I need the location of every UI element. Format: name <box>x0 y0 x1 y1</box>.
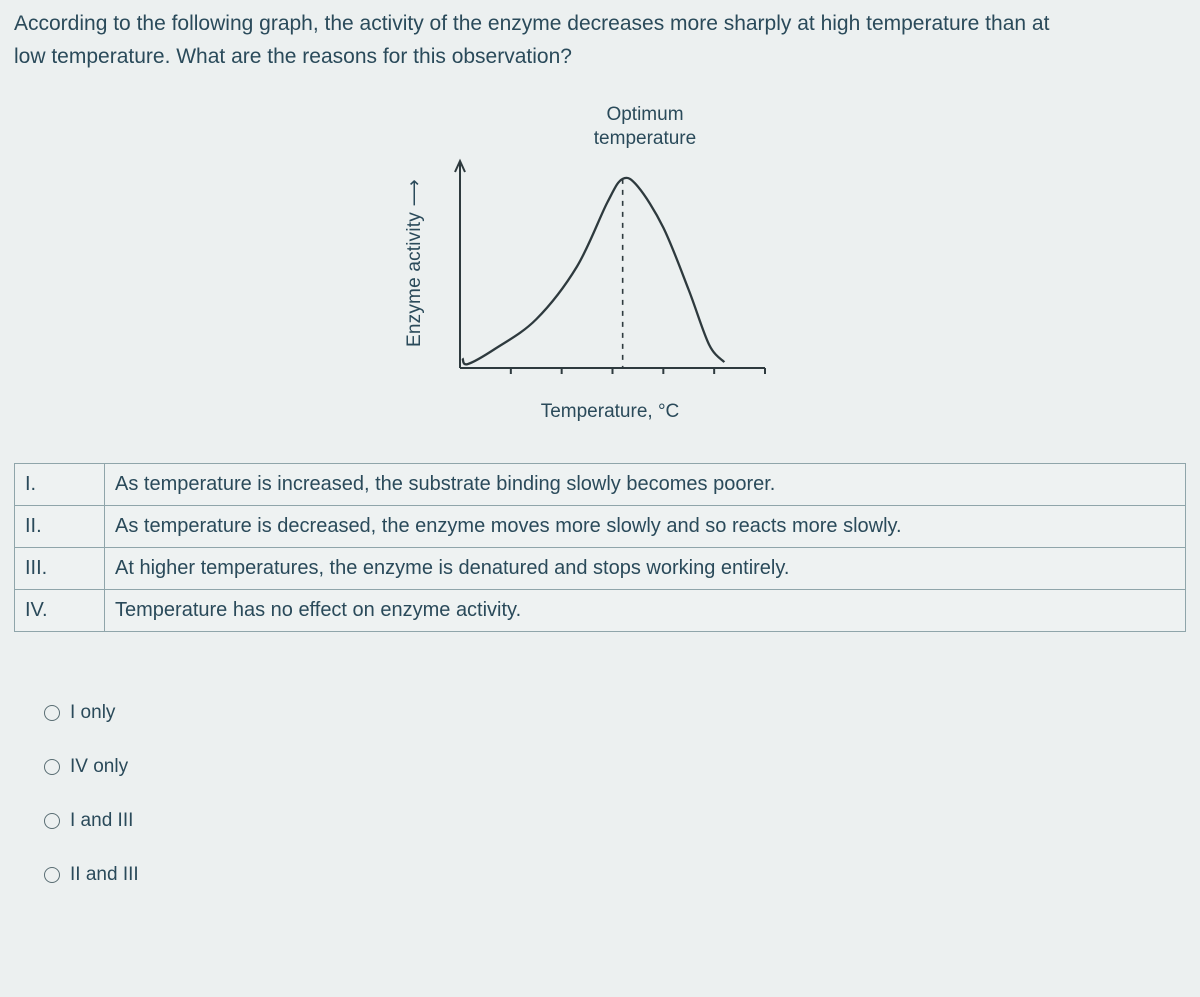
table-row: IV.Temperature has no effect on enzyme a… <box>15 590 1186 632</box>
statement-number: IV. <box>15 590 105 632</box>
question-line-1: According to the following graph, the ac… <box>14 12 1049 35</box>
x-axis-label: Temperature, °C <box>460 401 760 423</box>
answer-option[interactable]: I and III <box>44 810 1186 832</box>
radio-icon[interactable] <box>44 813 60 829</box>
statement-text: As temperature is increased, the substra… <box>105 464 1186 506</box>
statement-text: As temperature is decreased, the enzyme … <box>105 506 1186 548</box>
radio-icon[interactable] <box>44 867 60 883</box>
optimum-temperature-label: Optimum temperature <box>575 103 715 151</box>
table-row: I.As temperature is increased, the subst… <box>15 464 1186 506</box>
table-row: III.At higher temperatures, the enzyme i… <box>15 548 1186 590</box>
radio-icon[interactable] <box>44 705 60 721</box>
option-label: II and III <box>70 864 139 886</box>
statement-number: III. <box>15 548 105 590</box>
statement-number: I. <box>15 464 105 506</box>
answer-option[interactable]: I only <box>44 702 1186 724</box>
question-text: According to the following graph, the ac… <box>14 8 1186 73</box>
statement-number: II. <box>15 506 105 548</box>
answer-option[interactable]: IV only <box>44 756 1186 778</box>
answer-options: I only IV only I and III II and III <box>14 702 1186 886</box>
y-axis-label: Enzyme activity ⟶ <box>404 163 426 363</box>
enzyme-activity-graph: Optimum temperature Enzyme activity ⟶ Te… <box>14 103 1186 423</box>
table-row: II.As temperature is decreased, the enzy… <box>15 506 1186 548</box>
option-label: IV only <box>70 756 128 778</box>
plot-svg <box>450 158 770 388</box>
statement-text: At higher temperatures, the enzyme is de… <box>105 548 1186 590</box>
statement-text: Temperature has no effect on enzyme acti… <box>105 590 1186 632</box>
radio-icon[interactable] <box>44 759 60 775</box>
question-line-2: low temperature. What are the reasons fo… <box>14 45 572 68</box>
option-label: I only <box>70 702 115 724</box>
statements-table: I.As temperature is increased, the subst… <box>14 463 1186 632</box>
activity-curve <box>463 178 725 365</box>
option-label: I and III <box>70 810 133 832</box>
answer-option[interactable]: II and III <box>44 864 1186 886</box>
